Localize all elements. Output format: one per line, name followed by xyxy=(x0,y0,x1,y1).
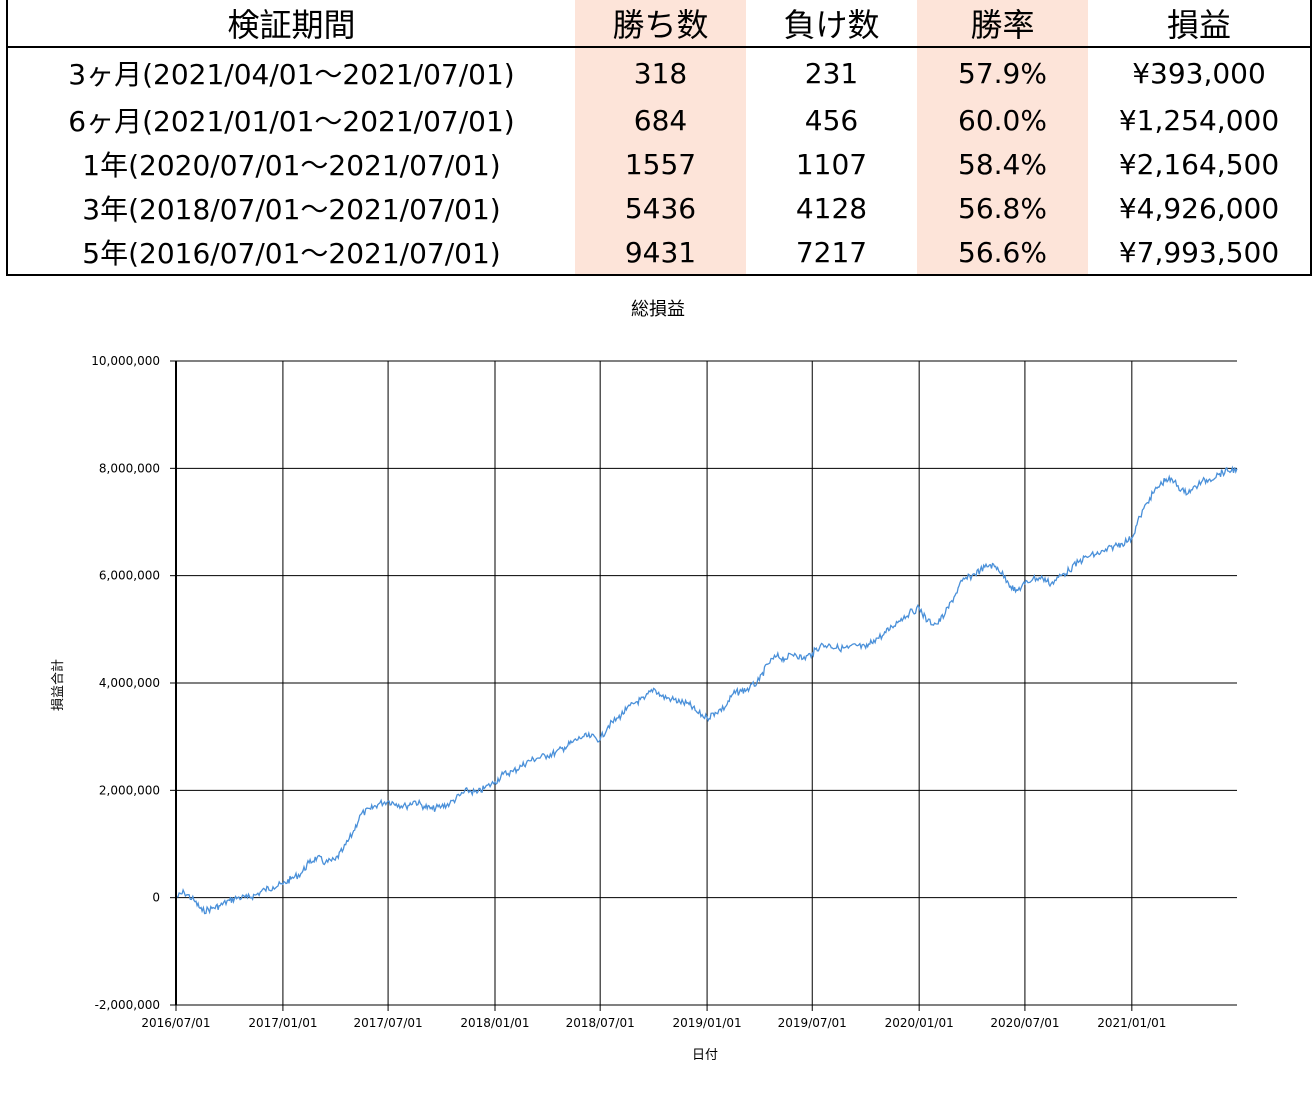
header-period: 検証期間 xyxy=(7,0,575,48)
x-tick-label: 2019/01/01 xyxy=(672,1016,741,1030)
y-tick-label: 6,000,000 xyxy=(99,569,160,583)
table-row: 3ヶ月(2021/04/01〜2021/07/01) 318 231 57.9%… xyxy=(7,47,1311,98)
cell-win-rate: 60.0% xyxy=(917,98,1088,142)
cell-losses: 231 xyxy=(804,56,859,90)
y-axis-ticks: -2,000,000 0 2,000,000 4,000,000 6,000,000 8,… xyxy=(91,354,176,1012)
chart-grid xyxy=(175,360,1237,1006)
cell-win-rate: 56.8% xyxy=(917,186,1088,230)
chart-title: 総損益 xyxy=(631,299,685,320)
table-row: 5年(2016/07/01〜2021/07/01) 9431 7217 56.6… xyxy=(7,230,1311,276)
cell-wins: 5436 xyxy=(575,186,746,230)
y-tick-label: -2,000,000 xyxy=(95,998,160,1012)
header-losses: 負け数 xyxy=(746,0,917,48)
y-tick-label: 10,000,000 xyxy=(91,354,160,368)
series-line xyxy=(175,465,1238,915)
x-tick-label: 2020/07/01 xyxy=(990,1016,1059,1030)
header-win-rate: 勝率 xyxy=(917,0,1088,48)
y-tick-label: 4,000,000 xyxy=(99,676,160,690)
cell-wins: 9431 xyxy=(575,230,746,276)
table-row: 1年(2020/07/01〜2021/07/01) 1557 1107 58.4… xyxy=(7,142,1311,186)
cell-pnl: ¥2,164,500 xyxy=(1118,147,1280,181)
summary-table: 検証期間 勝ち数 負け数 勝率 損益 3ヶ月(2021/04/01〜2021/0… xyxy=(6,0,1312,276)
cell-wins: 1557 xyxy=(575,142,746,186)
cell-losses: 456 xyxy=(804,103,859,137)
table-row: 6ヶ月(2021/01/01〜2021/07/01) 684 456 60.0%… xyxy=(7,98,1311,142)
cell-losses: 4128 xyxy=(795,191,868,225)
cell-wins: 684 xyxy=(575,98,746,142)
y-tick-label: 8,000,000 xyxy=(99,461,160,475)
cell-pnl: ¥7,993,500 xyxy=(1088,230,1311,276)
cell-period: 3年(2018/07/01〜2021/07/01) xyxy=(82,193,501,226)
y-axis-label: 損益合計 xyxy=(50,659,66,711)
x-tick-label: 2017/01/01 xyxy=(248,1016,317,1030)
header-pnl: 損益 xyxy=(1088,0,1311,48)
cell-win-rate: 58.4% xyxy=(917,142,1088,186)
cell-period: 1年(2020/07/01〜2021/07/01) xyxy=(82,149,501,182)
x-axis-ticks: 2016/07/01 2017/01/01 2017/07/01 2018/01/01… xyxy=(141,1005,1166,1030)
cell-pnl: ¥1,254,000 xyxy=(1118,103,1280,137)
x-axis-label: 日付 xyxy=(692,1048,718,1063)
x-tick-label: 2021/01/01 xyxy=(1097,1016,1166,1030)
table-header-row: 検証期間 勝ち数 負け数 勝率 損益 xyxy=(7,0,1311,48)
pnl-line-chart: 総損益 -2,000,000 0 2,000,000 4,000,000 6,000,0… xyxy=(50,299,1238,1063)
x-tick-label: 2016/07/01 xyxy=(141,1016,210,1030)
cell-period: 5年(2016/07/01〜2021/07/01) xyxy=(7,230,575,276)
cell-wins: 318 xyxy=(575,47,746,98)
x-tick-label: 2019/07/01 xyxy=(778,1016,847,1030)
x-tick-label: 2017/07/01 xyxy=(353,1016,422,1030)
cell-losses: 7217 xyxy=(746,230,917,276)
y-tick-label: 2,000,000 xyxy=(99,783,160,797)
cell-win-rate: 56.6% xyxy=(917,230,1088,276)
table-row: 3年(2018/07/01〜2021/07/01) 5436 4128 56.8… xyxy=(7,186,1311,230)
x-tick-label: 2018/07/01 xyxy=(566,1016,635,1030)
cell-period: 3ヶ月(2021/04/01〜2021/07/01) xyxy=(68,58,515,91)
header-wins: 勝ち数 xyxy=(575,0,746,48)
cell-period: 6ヶ月(2021/01/01〜2021/07/01) xyxy=(68,105,515,138)
cell-pnl: ¥4,926,000 xyxy=(1118,191,1280,225)
x-tick-label: 2018/01/01 xyxy=(460,1016,529,1030)
x-tick-label: 2020/01/01 xyxy=(885,1016,954,1030)
cell-losses: 1107 xyxy=(795,147,868,181)
cell-pnl: ¥393,000 xyxy=(1132,56,1266,90)
y-tick-label: 0 xyxy=(152,891,160,905)
cell-win-rate: 57.9% xyxy=(917,47,1088,98)
